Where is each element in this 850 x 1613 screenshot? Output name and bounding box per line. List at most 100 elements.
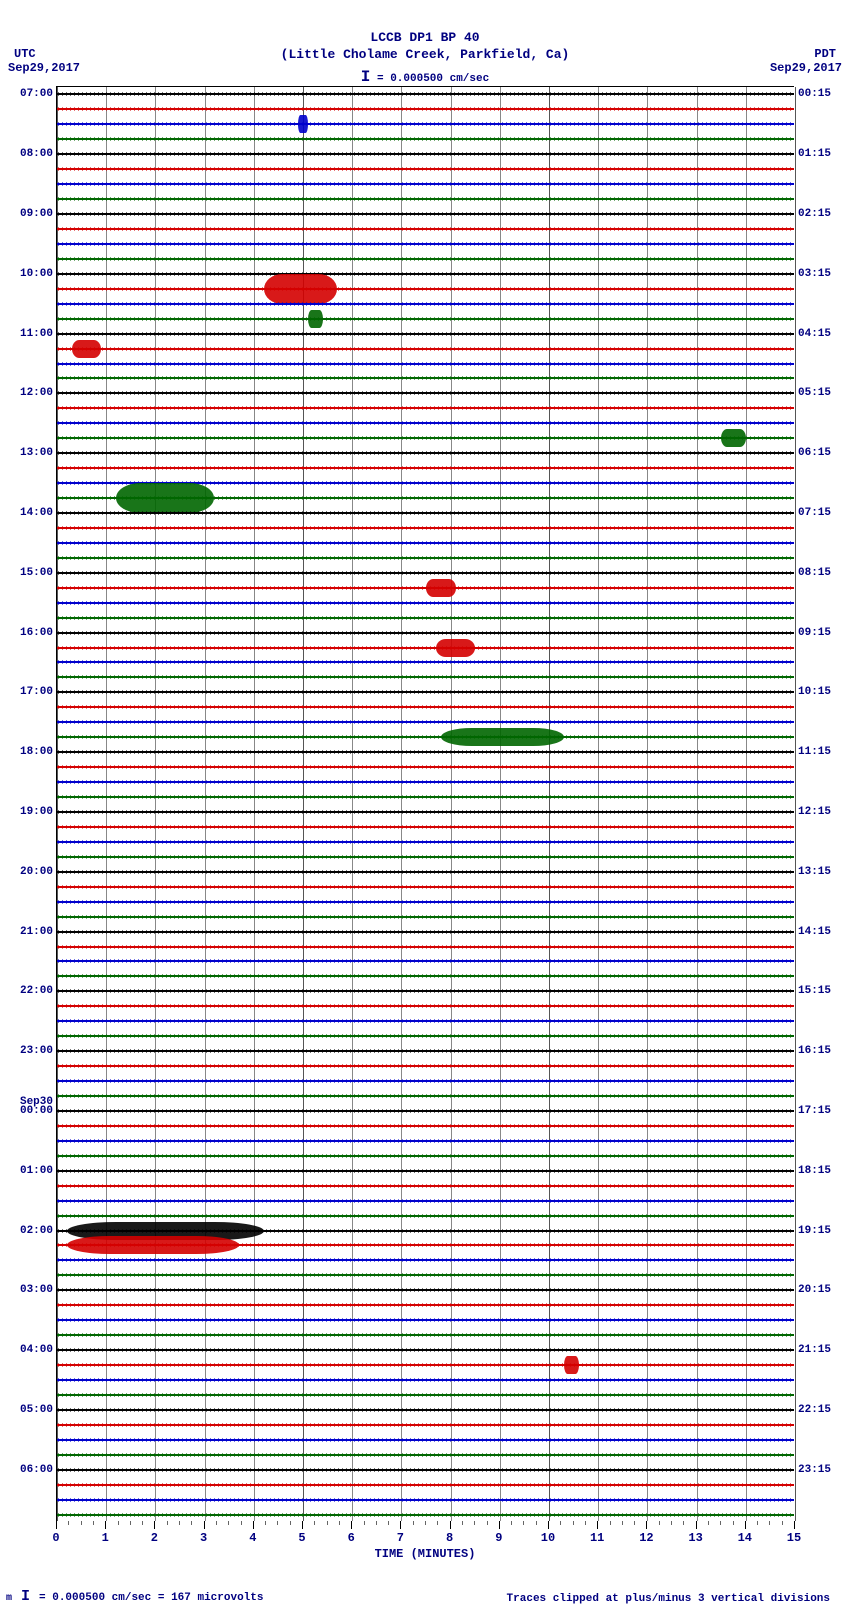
- utc-time-label: 06:00: [20, 1464, 57, 1476]
- pdt-time-label: 00:15: [794, 88, 831, 100]
- trace-row: [57, 1394, 794, 1396]
- trace-row: [57, 946, 794, 948]
- trace-row: [57, 1185, 794, 1187]
- trace-row: [57, 1454, 794, 1456]
- trace-row: [57, 647, 794, 649]
- utc-time-label: 08:00: [20, 148, 57, 160]
- pdt-time-label: 03:15: [794, 268, 831, 280]
- trace-row: [57, 123, 794, 125]
- trace-row: [57, 826, 794, 828]
- trace-row: [57, 183, 794, 185]
- trace-row: [57, 901, 794, 903]
- trace-row: [57, 1200, 794, 1202]
- trace-row: [57, 1364, 794, 1366]
- trace-row: [57, 1259, 794, 1261]
- pdt-time-label: 09:15: [794, 627, 831, 639]
- trace-row: 10:0003:15: [57, 273, 794, 275]
- tz-right-label: PDT: [814, 47, 836, 61]
- trace-row: [57, 617, 794, 619]
- utc-time-label: 04:00: [20, 1344, 57, 1356]
- trace-row: [57, 288, 794, 290]
- trace-row: [57, 243, 794, 245]
- trace-row: 20:0013:15: [57, 871, 794, 873]
- utc-time-label: 03:00: [20, 1284, 57, 1296]
- utc-time-label: 21:00: [20, 926, 57, 938]
- pdt-time-label: 22:15: [794, 1404, 831, 1416]
- utc-time-label: 05:00: [20, 1404, 57, 1416]
- trace-row: 17:0010:15: [57, 691, 794, 693]
- trace-row: [57, 1065, 794, 1067]
- utc-time-label: 09:00: [20, 208, 57, 220]
- trace-row: [57, 407, 794, 409]
- footer-left: m I = 0.000500 cm/sec = 167 microvolts: [6, 1588, 263, 1605]
- trace-row: [57, 1244, 794, 1246]
- trace-row: [57, 168, 794, 170]
- pdt-time-label: 20:15: [794, 1284, 831, 1296]
- pdt-time-label: 16:15: [794, 1045, 831, 1057]
- x-axis: TIME (MINUTES) 0123456789101112131415: [56, 1521, 794, 1561]
- pdt-time-label: 05:15: [794, 387, 831, 399]
- pdt-time-label: 07:15: [794, 507, 831, 519]
- footer-scale: = 0.000500 cm/sec =: [39, 1592, 171, 1604]
- trace-row: [57, 766, 794, 768]
- trace-row: [57, 721, 794, 723]
- trace-row: [57, 198, 794, 200]
- trace-row: 11:0004:15: [57, 333, 794, 335]
- pdt-time-label: 08:15: [794, 567, 831, 579]
- pdt-time-label: 02:15: [794, 208, 831, 220]
- utc-time-label: 17:00: [20, 686, 57, 698]
- seismic-event: [298, 115, 308, 133]
- utc-time-label: 10:00: [20, 268, 57, 280]
- trace-row: [57, 841, 794, 843]
- pdt-time-label: 19:15: [794, 1225, 831, 1237]
- seismic-event: [67, 1236, 239, 1254]
- trace-row: 01:0018:15: [57, 1170, 794, 1172]
- trace-row: 07:0000:15: [57, 93, 794, 95]
- x-tick-label: 3: [200, 1531, 207, 1545]
- trace-row: [57, 437, 794, 439]
- x-tick-label: 9: [495, 1531, 502, 1545]
- trace-row: [57, 1499, 794, 1501]
- trace-row: [57, 542, 794, 544]
- scale-bar: I = 0.000500 cm/sec: [361, 68, 489, 86]
- trace-row: [57, 557, 794, 559]
- trace-row: [57, 706, 794, 708]
- trace-row: 15:0008:15: [57, 572, 794, 574]
- trace-row: [57, 348, 794, 350]
- trace-row: [57, 1155, 794, 1157]
- trace-row: [57, 676, 794, 678]
- trace-row: [57, 960, 794, 962]
- trace-row: [57, 363, 794, 365]
- utc-time-label: 19:00: [20, 806, 57, 818]
- date-right-label: Sep29,2017: [770, 61, 842, 75]
- trace-row: [57, 138, 794, 140]
- seismic-event: [264, 274, 338, 304]
- trace-row: 03:0020:15: [57, 1289, 794, 1291]
- trace-row: 05:0022:15: [57, 1409, 794, 1411]
- trace-row: [57, 1005, 794, 1007]
- utc-time-label: 16:00: [20, 627, 57, 639]
- trace-row: 18:0011:15: [57, 751, 794, 753]
- title-line1: LCCB DP1 BP 40: [0, 30, 850, 47]
- trace-row: 00:0017:15Sep30: [57, 1110, 794, 1112]
- trace-row: 22:0015:15: [57, 990, 794, 992]
- tz-left-label: UTC: [14, 47, 36, 61]
- trace-row: 09:0002:15: [57, 213, 794, 215]
- trace-row: 08:0001:15: [57, 153, 794, 155]
- utc-time-label: 02:00: [20, 1225, 57, 1237]
- pdt-time-label: 12:15: [794, 806, 831, 818]
- trace-row: 19:0012:15: [57, 811, 794, 813]
- seismic-event: [721, 429, 746, 447]
- utc-time-label: 14:00: [20, 507, 57, 519]
- utc-time-label: 13:00: [20, 447, 57, 459]
- trace-row: [57, 1424, 794, 1426]
- trace-row: [57, 1035, 794, 1037]
- utc-time-label: 12:00: [20, 387, 57, 399]
- x-tick-label: 8: [446, 1531, 453, 1545]
- x-tick-label: 5: [298, 1531, 305, 1545]
- trace-row: [57, 108, 794, 110]
- trace-row: [57, 1095, 794, 1097]
- pdt-time-label: 10:15: [794, 686, 831, 698]
- trace-row: [57, 886, 794, 888]
- mid-date-label: Sep30: [20, 1096, 57, 1108]
